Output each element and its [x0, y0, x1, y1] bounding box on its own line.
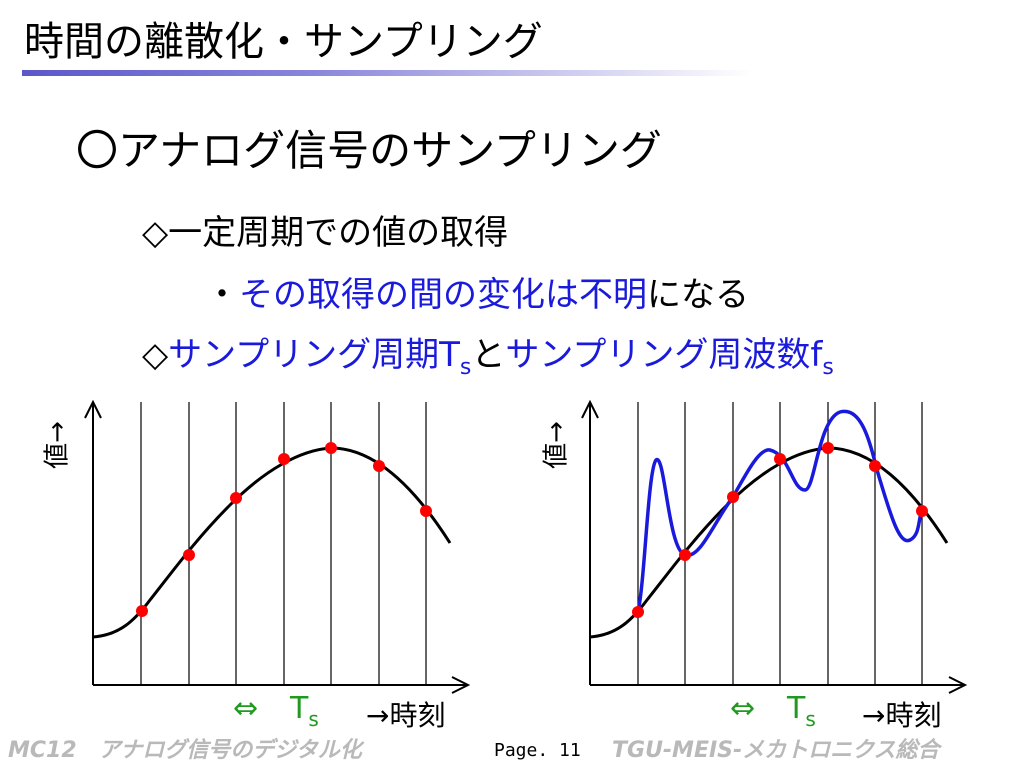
bullet-diamond: ◇ — [142, 335, 169, 375]
footer-page-number: Page. 11 — [494, 740, 581, 761]
plot-left-axes — [84, 399, 471, 694]
sample-point — [278, 453, 290, 465]
sampling-frequency-text: サンプリング周波数f — [505, 335, 823, 375]
plot-left-period-arrow: ⇔ — [233, 691, 258, 726]
plot-right-period-arrow: ⇔ — [730, 691, 755, 726]
slide-title: 時間の離散化・サンプリング — [24, 19, 543, 65]
plot-left: 値→ ⇔ Ts →時刻 — [43, 399, 471, 732]
sampling-period-text: サンプリング周期T — [168, 335, 460, 375]
plot-left-ylabel: 値→ — [43, 421, 73, 469]
plot-right-ylabel: 値→ — [542, 421, 572, 469]
sample-point — [632, 606, 644, 618]
footer-program-name: TGU-MEIS-メカトロニクス総合 — [612, 738, 940, 763]
sample-point — [325, 442, 337, 454]
sample-point — [183, 549, 195, 561]
plot-left-xlabel: →時刻 — [366, 699, 445, 732]
sample-point — [916, 505, 928, 517]
sample-point — [679, 549, 691, 561]
sample-point — [420, 505, 432, 517]
plot-right-sample-lines — [637, 402, 923, 685]
bullet-unknown-change-highlight: その取得の間の変化は不明 — [239, 275, 647, 315]
plot-right-sample-points — [632, 442, 928, 618]
title-underline — [22, 70, 752, 76]
plot-left-sample-lines — [140, 402, 427, 685]
plot-right-xlabel: →時刻 — [862, 699, 941, 732]
sample-point — [727, 491, 739, 503]
plot-right-period-label: Ts — [786, 691, 816, 731]
sampling-frequency-subscript: s — [822, 355, 834, 380]
sample-point — [822, 442, 834, 454]
sample-point — [869, 460, 881, 472]
sample-point — [774, 453, 786, 465]
sampling-period-term: サンプリング周期Ts — [168, 335, 471, 380]
bullet-marker: ・ — [205, 275, 239, 315]
plot-right-analog-signal — [589, 446, 949, 639]
plot-right: 値→ ⇔ Ts →時刻 — [542, 399, 968, 732]
sampling-period-subscript: s — [459, 355, 472, 380]
sample-point — [373, 460, 385, 472]
plot-left-period-label: Ts — [289, 691, 319, 731]
plot-right-axes — [581, 399, 968, 694]
sampling-frequency-term: サンプリング周波数fs — [505, 335, 833, 380]
sample-point — [230, 492, 242, 504]
bullet-unknown-change-suffix: になる — [647, 275, 749, 315]
bullet-fixed-period: ◇一定周期での値の取得 — [142, 213, 509, 253]
conjunction-text: と — [471, 335, 506, 375]
plot-left-sample-points — [136, 442, 432, 617]
footer-course-title: MC12 アナログ信号のデジタル化 — [8, 738, 362, 763]
sample-point — [136, 605, 148, 617]
bullet-period-frequency: ◇サンプリング周期Tsとサンプリング周波数fs — [142, 332, 834, 391]
heading-analog-sampling: 〇アナログ信号のサンプリング — [76, 126, 662, 175]
bullet-unknown-change: ・その取得の間の変化は不明になる — [205, 272, 749, 318]
